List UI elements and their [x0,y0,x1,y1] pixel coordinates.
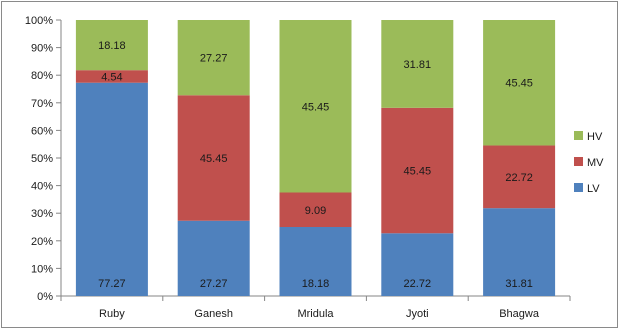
stacked-bar-chart: 0% 10% 20% 30% 40% 50% 60% 70% 80% 90% 100% 77.27 4.… [25,15,604,320]
bar-segment-lv [75,82,148,296]
data-label: 45.45 [404,166,432,178]
bar-segment-lv [483,208,556,296]
data-label: 4.54 [101,71,122,83]
bar-segment-mv [381,107,454,234]
legend-swatch-hv [574,131,583,140]
legend-label-hv: HV [587,131,603,143]
bar-segment-hv [279,20,352,193]
x-tick-label: Ganesh [194,308,233,320]
y-tick-label: 30% [31,208,53,220]
data-label: 31.81 [404,59,432,71]
x-tick-label: Bhagwa [499,308,540,320]
data-label: 77.27 [98,278,126,290]
y-tick-label: 0% [37,291,53,303]
legend-swatch-mv [574,157,583,166]
data-label: 45.45 [505,78,533,90]
y-tick-label: 60% [31,125,53,137]
data-label: 27.27 [200,53,228,65]
bar-segment-hv [483,20,556,146]
chart-container: 0% 10% 20% 30% 40% 50% 60% 70% 80% 90% 100% 77.27 4.… [1,1,618,328]
bar-segment-mv [177,95,250,221]
bar-segment-lv [177,220,250,296]
data-label: 18.18 [302,278,330,290]
bar-segment-mv [483,145,556,209]
bar-segment-hv [177,20,250,96]
y-tick-label: 20% [31,236,53,248]
x-tick-label: Ruby [99,308,125,320]
y-tick-label: 90% [31,43,53,55]
data-label: 45.45 [200,153,228,165]
bar-segment-hv [381,20,454,108]
x-tick-label: Jyoti [406,308,429,320]
y-tick-label: 80% [31,70,53,82]
y-tick-label: 40% [31,181,53,193]
data-label: 18.18 [98,40,126,52]
y-tick-label: 10% [31,263,53,275]
legend-swatch-lv [574,183,583,192]
legend-label-lv: LV [587,183,600,195]
bar-segment-mv [279,192,352,227]
x-tick-label: Mridula [297,308,334,320]
y-tick-label: 70% [31,98,53,110]
data-label: 45.45 [302,101,330,113]
data-label: 31.81 [505,278,533,290]
bar-segment-lv [279,227,352,296]
y-tick-label: 100% [25,15,53,27]
bar-segment-lv [381,233,454,296]
data-label: 9.09 [305,205,326,217]
legend-label-mv: MV [587,157,604,169]
data-label: 27.27 [200,278,228,290]
data-label: 22.72 [505,172,533,184]
bar-segment-mv [75,70,148,83]
data-label: 22.72 [404,278,432,290]
bar-segment-hv [75,20,148,71]
y-tick-label: 50% [31,153,53,165]
